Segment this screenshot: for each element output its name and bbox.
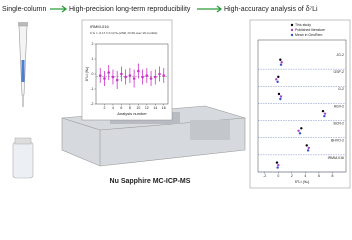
column [12,22,34,179]
point [279,63,283,66]
point [297,129,300,132]
point [275,161,279,164]
x-tick-label: 16 [162,106,166,110]
x-tick-label: 0 [277,174,279,178]
point [132,77,136,80]
arrow [50,5,68,13]
point [107,71,111,74]
x-tick-label: 4 [112,106,114,110]
point [275,78,278,81]
legend-marker [290,33,294,37]
legend-label: This study [295,23,311,27]
category-label: IRMM-016 [328,156,344,160]
x-tick-label: 2 [103,106,105,110]
point [307,146,310,150]
x-tick-label: 10 [136,106,140,110]
legend-label: Published literature [295,28,325,32]
point [162,74,166,77]
point [98,74,102,77]
point [323,112,327,115]
x-tick-label: 6 [318,174,320,178]
graphical-abstract: Single-column High-precision long-term r… [2,5,351,189]
point [103,77,106,80]
y-tick-label: -2 [90,102,93,106]
legend-marker [290,28,294,32]
arrow [197,5,223,13]
y-axis-label: δ⁷Li (‰) [84,66,89,81]
point [323,114,326,118]
point [153,75,157,79]
x-axis-label: Analysis number [117,111,147,116]
x-tick-label: 8 [331,174,333,178]
point [300,127,303,130]
x-tick-label: 2 [291,174,293,178]
y-tick-label: 1 [92,57,94,61]
point [279,95,283,98]
step-label: High-precision long-term reproducibility [69,6,191,13]
category-label: JG-2 [336,53,344,57]
point [145,74,149,77]
point [115,78,119,82]
point [280,61,283,64]
point [277,75,280,79]
y-tick-label: 0 [92,72,94,76]
category-label: AGV-2 [334,104,344,108]
point [158,72,161,76]
x-tick-label: 14 [153,106,157,110]
point [141,75,144,79]
category-label: BHVO-2 [331,139,344,143]
chart-frame [249,19,351,189]
step-label: High-accuracy analysis of δ⁷Li [224,6,318,13]
point [276,166,279,169]
point [279,58,282,61]
point [279,97,282,101]
chart-subtitle: δ⁷Li = -0.17 ± 0.13 ‰ (2SD, N=16 over 16… [90,31,157,35]
instrument-label: Nu Sapphire MC-ICP-MS [110,178,191,185]
legend-label: Mean in GeoRem [295,33,323,37]
category-label: GSP-2 [333,70,344,74]
y-tick-label: -1 [90,87,93,91]
y-tick-label: 2 [92,42,94,46]
point [276,80,279,84]
point [124,75,127,79]
category-label: BCR-2 [333,121,344,125]
point [120,72,123,76]
point [306,149,310,152]
point [137,69,140,73]
point [277,163,280,167]
x-tick-label: -2 [263,174,266,178]
x-tick-label: 4 [304,174,306,178]
point [128,74,132,77]
legend-marker [290,23,294,27]
point [149,77,153,80]
point [277,92,281,96]
x-axis-label: δ⁷Li (‰) [295,179,310,184]
category-label: G-2 [338,87,344,91]
x-tick-label: 6 [120,106,122,110]
chart-title: IRMM-016 [90,24,109,29]
point [305,144,308,147]
x-tick-label: 12 [145,106,149,110]
point [111,75,115,79]
point [298,132,302,135]
chart-frame [81,19,173,121]
x-tick-label: 8 [129,106,131,110]
point [321,109,325,113]
step-label: Single-column [2,6,46,13]
